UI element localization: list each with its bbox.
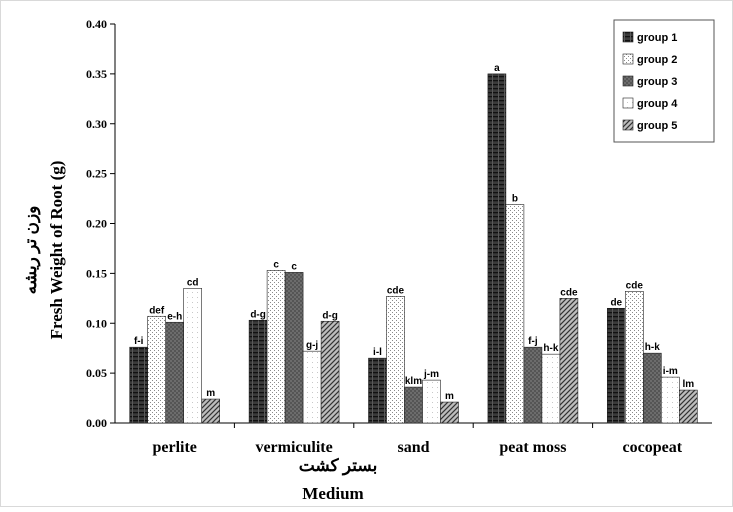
bar-data-label: i-l xyxy=(373,347,382,358)
bar-data-label: d-g xyxy=(250,309,266,320)
bar-data-label: cde xyxy=(560,287,578,298)
bar xyxy=(266,270,286,424)
x-category-label: perlite xyxy=(152,439,196,456)
bar-data-label: j-m xyxy=(423,369,439,380)
legend-label: group 5 xyxy=(637,120,677,132)
bar xyxy=(302,350,322,424)
y-tick-label: 0.40 xyxy=(86,17,107,31)
x-axis-title: Medium xyxy=(302,484,363,503)
bar xyxy=(183,288,202,424)
bar-data-label: m xyxy=(206,388,215,399)
legend-label: group 3 xyxy=(637,76,677,88)
bar-data-label: cde xyxy=(387,285,405,296)
bar xyxy=(624,291,644,424)
legend-swatch xyxy=(622,119,634,131)
bar-data-label: e-h xyxy=(167,311,182,322)
y-tick-label: 0.05 xyxy=(86,366,107,380)
x-axis-title-alt: بستر کشت xyxy=(299,456,378,476)
legend-swatch xyxy=(622,75,634,87)
x-category-label: peat moss xyxy=(499,439,566,456)
bar-data-label: de xyxy=(610,297,622,308)
bar-data-label: c xyxy=(291,261,297,272)
bar-data-label: f-j xyxy=(528,336,538,347)
bar-data-label: a xyxy=(494,63,500,74)
bar xyxy=(642,352,662,424)
legend-label: group 1 xyxy=(637,32,677,44)
y-tick-label: 0.20 xyxy=(86,217,107,231)
bar xyxy=(368,357,387,424)
bar xyxy=(523,346,543,424)
y-ticks: 0.00 0.05 0.10 0.15 0.20 0.25 0.30 0.35 0.40 xyxy=(86,17,107,430)
y-tick-label: 0.15 xyxy=(86,266,107,280)
bar xyxy=(147,315,166,424)
bar-data-label: i-m xyxy=(663,366,678,377)
bar xyxy=(129,346,148,424)
bar-data-label: def xyxy=(149,305,165,316)
y-axis-title: Fresh Weight of Root (g) xyxy=(47,161,66,340)
bar xyxy=(678,389,698,424)
bar xyxy=(487,73,507,424)
bar xyxy=(386,296,405,424)
y-tick-label: 0.10 xyxy=(86,316,107,330)
legend-swatch xyxy=(622,97,634,109)
y-tick-label: 0.25 xyxy=(86,167,107,181)
legend-swatch xyxy=(622,53,634,65)
y-tick-label: 0.00 xyxy=(86,416,107,430)
bar-data-label: m xyxy=(445,391,454,402)
bar xyxy=(559,298,579,424)
bar xyxy=(660,376,680,424)
bar-data-label: klm xyxy=(405,376,422,387)
bar-data-label: h-k xyxy=(543,343,558,354)
legend: group 1 group 2 group 3 group 4 group 5 xyxy=(613,19,715,143)
bar xyxy=(422,379,441,424)
bar xyxy=(606,307,626,424)
legend-swatch xyxy=(622,31,634,43)
x-category-label: vermiculite xyxy=(255,439,332,456)
x-category-label: cocopeat xyxy=(623,439,683,456)
bar-data-label: cd xyxy=(187,277,199,288)
bar xyxy=(284,272,304,424)
bar xyxy=(505,204,525,424)
bar xyxy=(165,321,184,424)
y-tick-label: 0.35 xyxy=(86,67,107,81)
y-axis-title-alt: وزن تر ریشه xyxy=(21,206,41,295)
legend-label: group 4 xyxy=(637,98,678,110)
bars xyxy=(129,73,698,424)
bar-data-label: c xyxy=(273,259,279,270)
bar-data-label: g-j xyxy=(306,340,318,351)
bar xyxy=(201,398,220,424)
bar xyxy=(440,401,459,424)
bar-data-label: d-g xyxy=(322,310,338,321)
bar-data-label: b xyxy=(512,194,518,205)
bar-data-label: cde xyxy=(626,280,644,291)
bar xyxy=(248,319,268,424)
bar xyxy=(320,320,340,424)
legend-label: group 2 xyxy=(637,54,677,66)
y-tick-label: 0.30 xyxy=(86,117,107,131)
bar-data-label: h-k xyxy=(645,342,660,353)
bar-data-label: lm xyxy=(682,379,694,390)
x-category-label: sand xyxy=(397,439,429,456)
x-categories: perlite vermiculite sand peat moss cocopeat xyxy=(152,439,682,456)
bar xyxy=(404,386,423,424)
bar xyxy=(541,353,561,424)
bar-data-label: f-i xyxy=(134,336,144,347)
